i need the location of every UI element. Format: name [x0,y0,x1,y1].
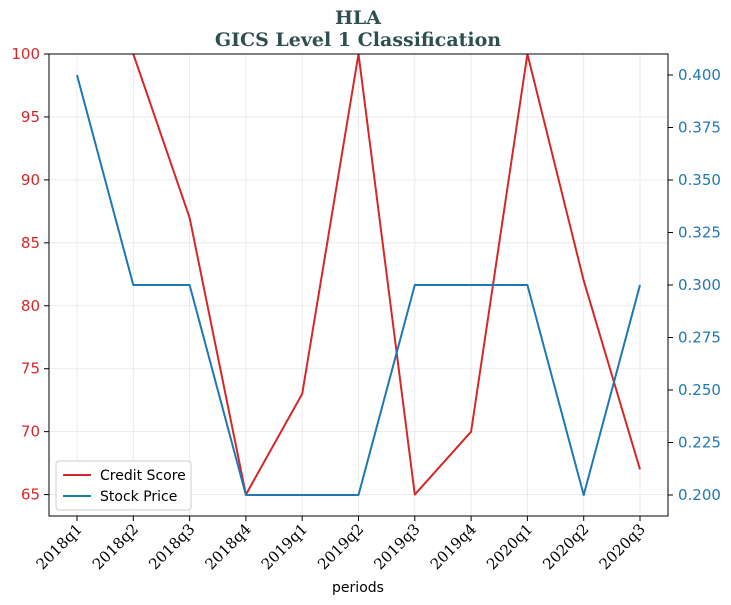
x-tick-label: 2018q4 [201,520,254,573]
legend: Credit Score Stock Price [55,460,192,511]
right-tick-label: 0.325 [678,224,721,242]
left-tick-label: 75 [21,360,40,378]
left-tick-label: 65 [21,486,40,504]
series-line-stock-price [76,74,641,496]
left-tick-label: 95 [21,108,40,126]
x-tick-label: 2020q3 [596,520,649,573]
x-tick-label: 2019q3 [370,520,423,573]
chart-title: HLA [335,7,381,29]
right-tick-label: 0.250 [678,381,721,399]
right-tick-label: 0.200 [678,486,721,504]
x-tick-label: 2018q3 [145,520,198,573]
left-tick-label: 70 [21,423,40,441]
chart-subtitle: GICS Level 1 Classification [215,29,501,51]
x-tick-label: 2018q2 [89,520,142,573]
right-axis: 0.200 0.225 0.250 0.275 0.300 0.325 0.350 0.375… [668,66,721,504]
series-layer [76,54,641,496]
right-tick-label: 0.350 [678,171,721,189]
right-tick-label: 0.300 [678,276,721,294]
right-tick-label: 0.375 [678,119,721,137]
x-tick-label: 2020q2 [539,520,592,573]
legend-label-stock-price: Stock Price [100,489,177,505]
left-tick-label: 100 [11,45,40,63]
left-tick-label: 80 [21,297,40,315]
x-tick-label: 2019q2 [314,520,367,573]
left-tick-label: 90 [21,171,40,189]
right-tick-label: 0.275 [678,329,721,347]
right-tick-label: 0.400 [678,66,721,84]
x-axis-label: periods [332,580,384,596]
left-axis: 65 70 75 80 85 90 95 100 [11,45,49,504]
left-tick-label: 85 [21,234,40,252]
x-tick-label: 2019q1 [258,520,311,573]
right-tick-label: 0.225 [678,434,721,452]
x-tick-label: 2020q1 [483,520,536,573]
legend-box [55,460,192,511]
series-line-credit-score [132,54,641,496]
legend-label-credit-score: Credit Score [100,468,186,484]
x-axis: 2018q1 2018q2 2018q3 2018q4 2019q1 2019q2 2019… [33,516,649,573]
x-tick-label: 2018q1 [33,520,86,573]
x-tick-label: 2019q4 [427,520,480,573]
